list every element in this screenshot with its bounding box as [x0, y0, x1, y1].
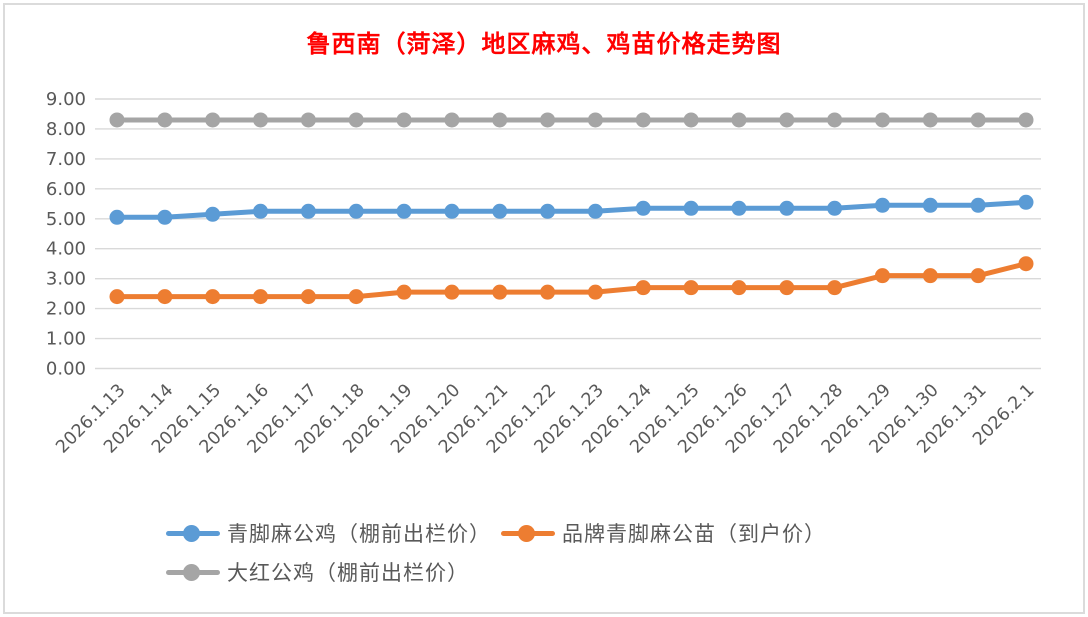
chart-title: 鲁西南（菏泽）地区麻鸡、鸡苗价格走势图 — [306, 29, 782, 58]
data-point — [635, 200, 651, 216]
data-point — [827, 200, 843, 216]
data-point — [587, 203, 603, 219]
data-point — [874, 112, 890, 128]
data-point — [444, 203, 460, 219]
data-point — [587, 284, 603, 300]
data-point — [779, 200, 795, 216]
data-point — [683, 112, 699, 128]
data-point — [1018, 112, 1034, 128]
data-point — [444, 112, 460, 128]
data-point — [635, 112, 651, 128]
data-point — [253, 203, 269, 219]
data-point — [635, 280, 651, 296]
data-point — [874, 268, 890, 284]
data-point — [444, 284, 460, 300]
y-axis-tick-label: 0.00 — [46, 359, 86, 380]
y-axis-tick-label: 5.00 — [46, 209, 86, 230]
data-point — [205, 112, 221, 128]
chart-legend: 青脚麻公鸡（棚前出栏价） 品牌青脚麻公苗（到户价） 大红公鸡（棚前出栏价） — [166, 518, 826, 587]
data-point — [587, 112, 603, 128]
data-point — [205, 289, 221, 305]
data-point — [492, 112, 508, 128]
data-point — [731, 280, 747, 296]
data-point — [827, 280, 843, 296]
data-point — [205, 206, 221, 222]
legend-row: 大红公鸡（棚前出栏价） — [166, 557, 826, 587]
data-point — [396, 284, 412, 300]
data-point — [492, 203, 508, 219]
data-point — [683, 280, 699, 296]
y-axis-tick-label: 4.00 — [46, 239, 86, 260]
data-point — [348, 112, 364, 128]
data-point — [109, 209, 125, 225]
y-axis-tick-label: 8.00 — [46, 119, 86, 140]
series-line-0 — [117, 199, 1027, 220]
data-point — [540, 284, 556, 300]
data-point — [348, 289, 364, 305]
data-point — [1018, 256, 1034, 272]
legend-item-1[interactable]: 品牌青脚麻公苗（到户价） — [501, 518, 826, 548]
legend-dot-icon — [183, 524, 200, 542]
legend-line-marker-icon — [166, 563, 220, 581]
legend-item-0[interactable]: 青脚麻公鸡（棚前出栏价） — [166, 518, 491, 548]
data-point — [492, 284, 508, 300]
data-point — [253, 112, 269, 128]
data-point — [827, 112, 843, 128]
data-point — [300, 289, 316, 305]
data-point — [683, 200, 699, 216]
data-point — [348, 203, 364, 219]
data-point — [779, 280, 795, 296]
legend-line-marker-icon — [501, 524, 555, 542]
legend-label: 大红公鸡（棚前出栏价） — [227, 561, 469, 585]
data-point — [157, 112, 173, 128]
data-point — [300, 203, 316, 219]
data-point — [970, 268, 986, 284]
data-point — [540, 203, 556, 219]
y-axis-tick-label: 1.00 — [46, 329, 86, 350]
legend-line-marker-icon — [166, 524, 220, 542]
y-axis-tick-label: 3.00 — [46, 269, 86, 290]
data-point — [396, 112, 412, 128]
y-axis-tick-label: 9.00 — [46, 89, 86, 110]
data-point — [540, 112, 556, 128]
data-point — [157, 209, 173, 225]
legend-row: 青脚麻公鸡（棚前出栏价） 品牌青脚麻公苗（到户价） — [166, 518, 826, 548]
data-point — [731, 112, 747, 128]
legend-label: 青脚麻公鸡（棚前出栏价） — [227, 522, 491, 546]
data-point — [731, 200, 747, 216]
data-point — [922, 112, 938, 128]
data-point — [253, 289, 269, 305]
y-axis-tick-label: 7.00 — [46, 149, 86, 170]
legend-item-2[interactable]: 大红公鸡（棚前出栏价） — [166, 557, 469, 587]
y-axis-tick-label: 2.00 — [46, 299, 86, 320]
data-point — [1018, 194, 1034, 210]
data-point — [874, 197, 890, 213]
legend-label: 品牌青脚麻公苗（到户价） — [562, 522, 826, 546]
series-line-1 — [117, 261, 1027, 300]
data-point — [970, 112, 986, 128]
plot-area: 0.00 1.00 2.00 3.00 4.00 5.00 6.00 7.00 8.00 9.00… — [46, 89, 1041, 458]
data-point — [779, 112, 795, 128]
data-point — [300, 112, 316, 128]
legend-dot-icon — [518, 524, 535, 542]
data-point — [109, 289, 125, 305]
legend-dot-icon — [183, 563, 200, 581]
y-axis-tick-label: 6.00 — [46, 179, 86, 200]
data-point — [922, 268, 938, 284]
data-point — [970, 197, 986, 213]
data-point — [922, 197, 938, 213]
data-point — [396, 203, 412, 219]
data-point — [109, 112, 125, 128]
data-point — [157, 289, 173, 305]
